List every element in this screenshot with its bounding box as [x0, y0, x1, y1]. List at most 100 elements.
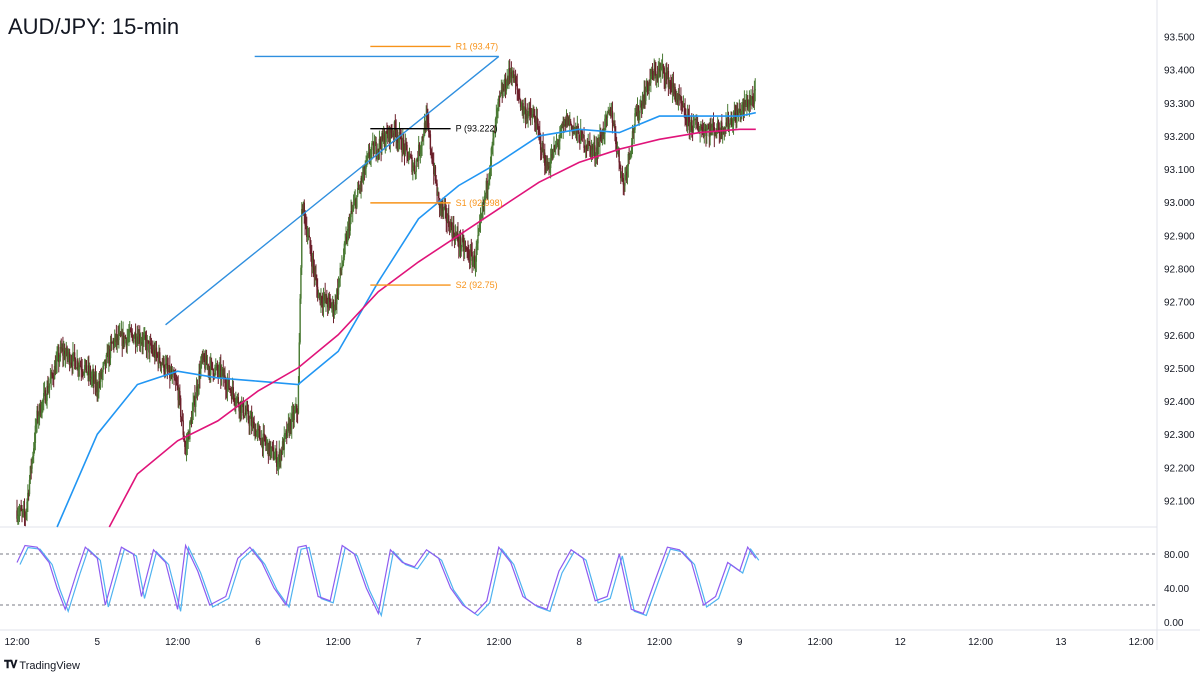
candle-down [659, 68, 661, 72]
candle-up [95, 382, 98, 388]
candle-up [485, 180, 488, 194]
candle-up [236, 397, 239, 399]
candle-up [349, 217, 351, 231]
candle-up [214, 367, 216, 376]
y-tick-label: 93.200 [1164, 132, 1195, 143]
candle-up [549, 159, 552, 168]
candle-up [193, 396, 195, 404]
candle-down [310, 248, 312, 257]
candle-down [222, 369, 224, 379]
candle-down [228, 378, 230, 389]
candle-down [395, 130, 397, 140]
candle-up [295, 405, 297, 411]
candle-down [330, 302, 332, 309]
candle-down [675, 94, 677, 103]
candle-up [520, 106, 523, 108]
candle-up [500, 89, 503, 93]
candle-down [77, 360, 79, 369]
candle-down [305, 225, 307, 227]
candle-up [481, 212, 483, 215]
candle-up [165, 363, 168, 365]
candle-up [658, 68, 660, 70]
candle-down [184, 446, 187, 451]
candle-down [719, 133, 721, 136]
candle-down [557, 142, 559, 145]
candle-down [220, 365, 222, 379]
candle-up [728, 124, 731, 128]
candle-up [742, 102, 744, 105]
candle-down [363, 167, 366, 174]
candle-down [88, 365, 90, 375]
candle-down [156, 354, 159, 356]
candle-up [558, 141, 560, 145]
candle-down [279, 451, 281, 462]
candle-up [190, 419, 192, 422]
candle-up [27, 492, 29, 502]
candle-up [574, 128, 576, 130]
candle-down [225, 388, 228, 391]
candle-down [563, 123, 565, 125]
candle-up [231, 387, 234, 399]
candle-up [738, 108, 741, 111]
candle-up [168, 365, 170, 371]
candle-down [752, 98, 755, 104]
x-tick-label: 12:00 [4, 637, 29, 648]
candle-up [91, 376, 93, 379]
trendline[interactable] [165, 55, 500, 326]
candle-up [127, 337, 129, 339]
candle-down [647, 86, 650, 91]
candle-down [463, 240, 465, 252]
candle-up [690, 119, 692, 123]
candle-down [212, 368, 214, 376]
candle-up [320, 296, 322, 304]
candle-down [335, 299, 337, 305]
candle-up [640, 103, 642, 106]
candle-up [45, 400, 47, 403]
candle-down [62, 348, 64, 356]
candle-down [433, 163, 435, 175]
candle-up [535, 117, 538, 130]
candle-down [229, 388, 231, 390]
candle-up [32, 455, 34, 460]
candle-down [522, 103, 524, 114]
candle-down [169, 365, 171, 379]
candle-down [590, 145, 592, 155]
candle-down [54, 365, 57, 374]
candle-up [33, 448, 35, 456]
candle-down [174, 380, 177, 382]
candle-down [622, 177, 624, 185]
candle-down [655, 71, 657, 79]
candle-up [606, 112, 609, 118]
candle-up [103, 362, 105, 366]
candle-down [453, 225, 455, 236]
candle-up [46, 386, 48, 401]
candle-up [374, 141, 376, 146]
candle-down [467, 249, 469, 252]
candle-down [533, 114, 535, 117]
pivot-level-label: S1 (92.998) [456, 198, 503, 208]
candle-down [608, 112, 610, 114]
candle-up [18, 511, 21, 515]
candle-up [227, 378, 229, 384]
candle-up [235, 402, 237, 404]
candle-up [610, 110, 613, 116]
candle-down [413, 165, 416, 174]
candle-up [36, 410, 38, 425]
candle-up [433, 166, 436, 175]
candle-down [66, 347, 68, 357]
candle-up [605, 116, 607, 119]
candle-down [147, 340, 149, 342]
candle-down [238, 405, 240, 412]
candle-up [565, 114, 568, 127]
candle-down [237, 397, 240, 406]
candle-up [219, 365, 221, 367]
candle-up [506, 77, 508, 89]
candle-down [726, 122, 728, 127]
candle-up [524, 107, 526, 110]
candle-up [387, 128, 390, 139]
candle-up [220, 370, 223, 379]
candle-up [200, 364, 202, 378]
candle-down [167, 368, 169, 371]
